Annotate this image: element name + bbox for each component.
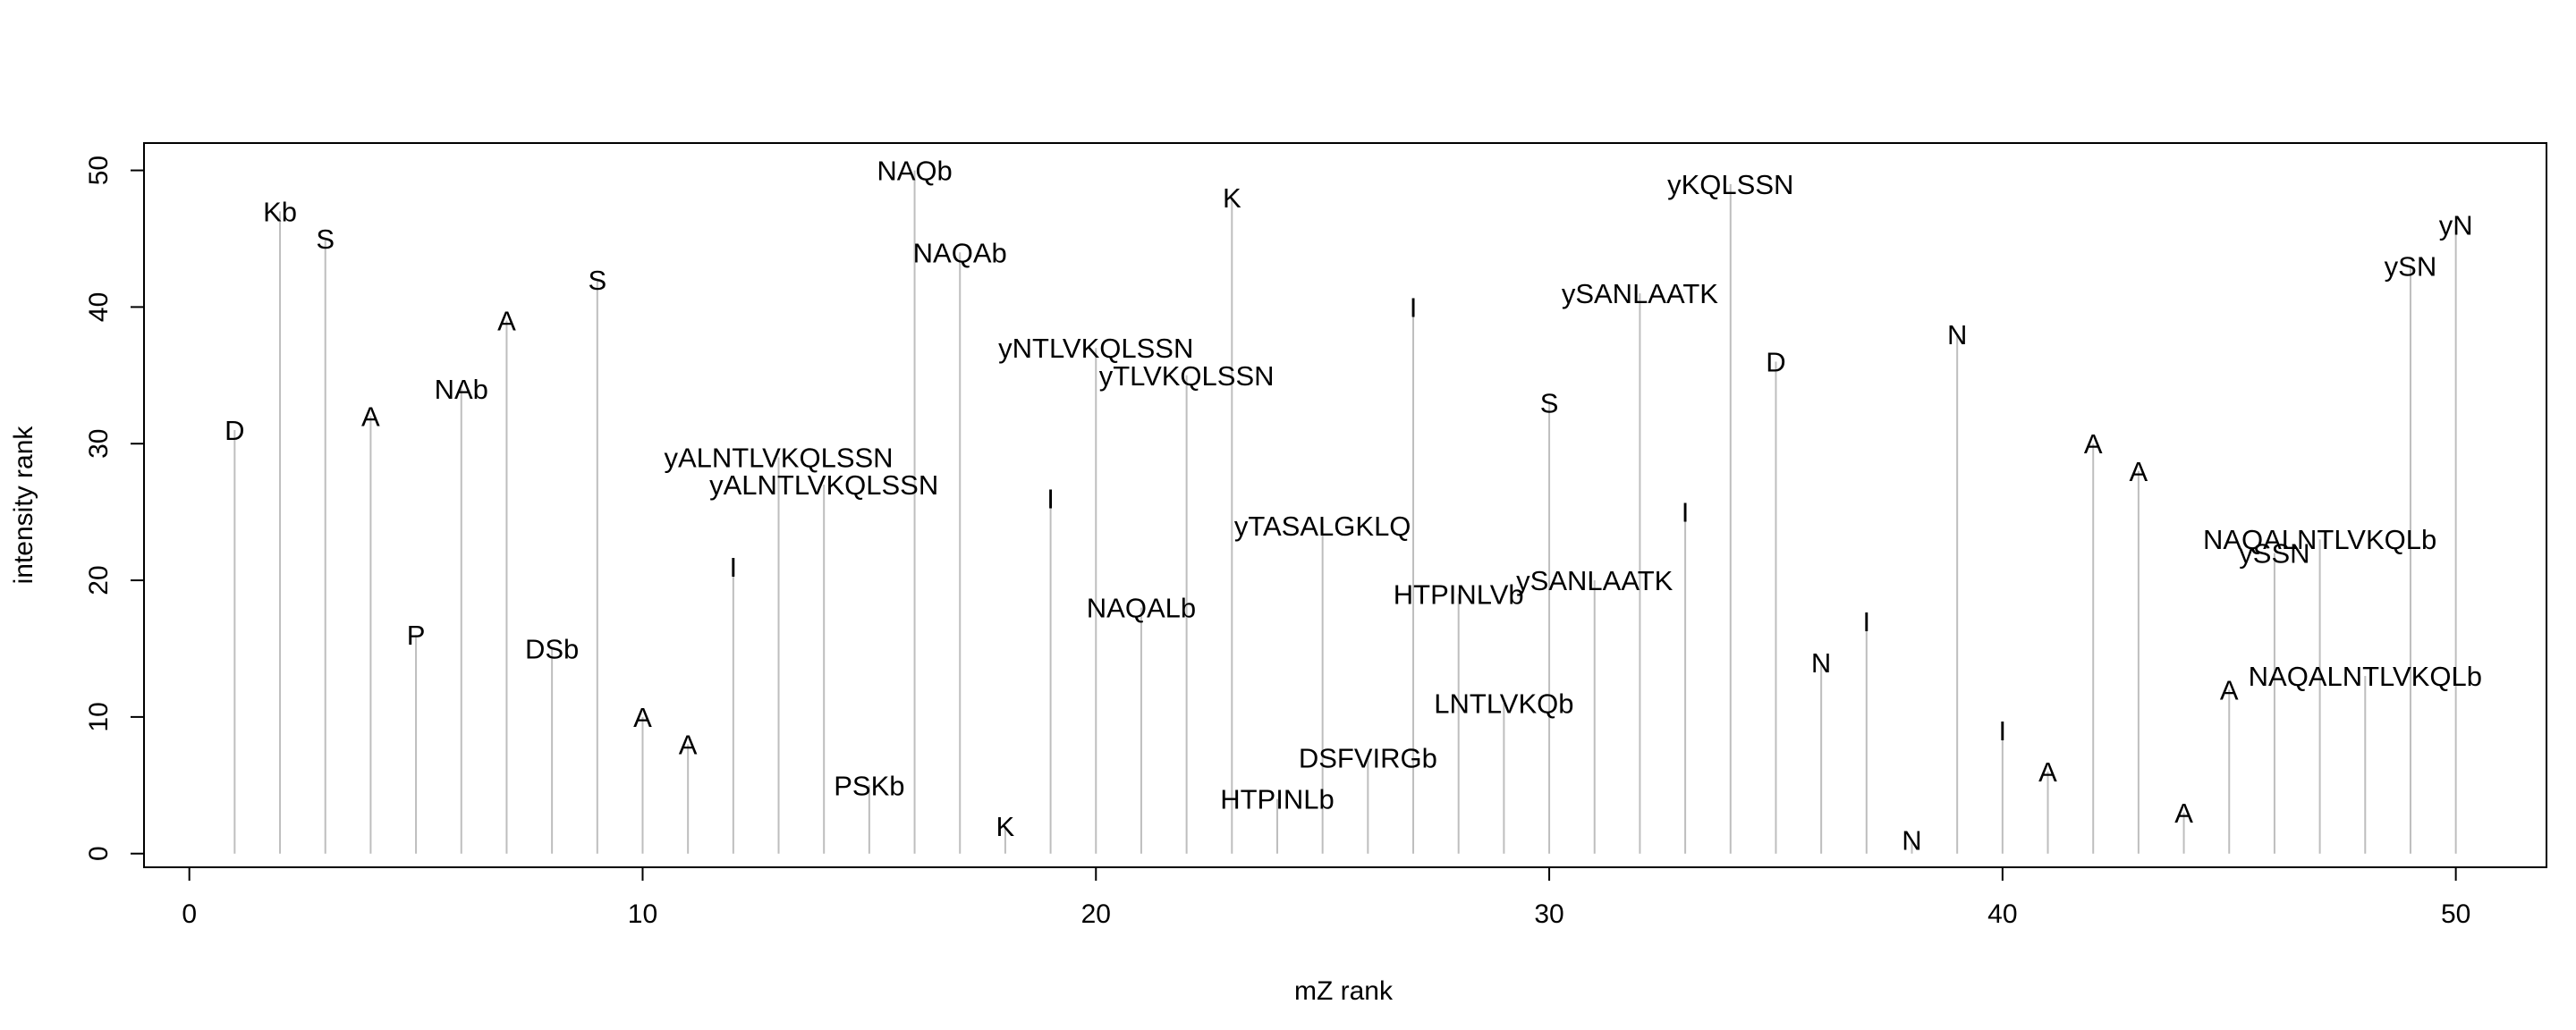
peak-label-16: NAQb [877, 156, 952, 187]
peak-label-40: I [1999, 715, 2007, 747]
peak-label-45: A [2220, 674, 2239, 705]
y-axis-title: intensity rank [9, 426, 38, 585]
peak-labels-layer: DKbSAPNAbADSbSAAIyALNTLVKQLSSNyALNTLVKQL… [225, 156, 2482, 857]
peak-label-1: D [225, 415, 244, 446]
peak-label-26: DSFVIRGb [1299, 743, 1437, 774]
peak-label-37: I [1862, 606, 1870, 637]
x-tick-label-50: 50 [2441, 899, 2470, 929]
x-axis-title: mZ rank [1294, 976, 1394, 1006]
peak-label-4: A [361, 401, 380, 433]
peak-label-48: NAQALNTLVKQLb [2249, 661, 2482, 692]
peak-label-44: A [2174, 798, 2193, 829]
peak-label-33: I [1682, 497, 1690, 528]
peak-label-13: yALNTLVKQLSSN [664, 443, 893, 474]
peak-label-18: K [996, 811, 1015, 842]
peak-label-5: P [407, 620, 426, 651]
x-axis: 0 10 20 30 40 50 [182, 866, 2470, 929]
y-tick-label-10: 10 [84, 702, 114, 731]
peak-label-8: DSb [525, 633, 579, 664]
peak-label-6: NAb [435, 374, 488, 405]
peak-label-31: ySANLAATK [1516, 565, 1673, 596]
peak-label-23: K [1223, 182, 1241, 214]
peak-label-30: S [1540, 387, 1559, 418]
peak-label-34: yKQLSSN [1667, 169, 1793, 200]
x-tick-label-40: 40 [1987, 899, 2017, 929]
x-tick-label-20: 20 [1081, 899, 1111, 929]
peak-label-20: yNTLVKQLSSN [998, 333, 1193, 364]
peak-label-21: NAQALb [1087, 593, 1196, 624]
y-axis: 0 10 20 30 40 50 [84, 156, 145, 861]
y-tick-label-50: 50 [84, 156, 114, 185]
y-tick-label-0: 0 [84, 846, 114, 861]
peak-label-29: LNTLVKQb [1434, 688, 1573, 720]
peak-label-39: N [1947, 319, 1967, 350]
peak-label-14: yALNTLVKQLSSN [709, 469, 938, 501]
peak-label-28: HTPINLVb [1394, 578, 1524, 610]
peak-label-27: I [1410, 291, 1418, 323]
peak-label-41: A [2038, 756, 2057, 788]
peak-label-38: N [1902, 824, 1921, 856]
peak-label-35: D [1766, 347, 1785, 378]
peak-label-2: Kb [263, 196, 297, 227]
peak-label-19: I [1046, 483, 1055, 514]
peak-label-46: ySSN [2239, 537, 2309, 569]
y-tick-label-20: 20 [84, 565, 114, 595]
peak-label-49: ySN [2385, 251, 2437, 283]
peak-label-50: yN [2439, 210, 2473, 241]
x-tick-label-0: 0 [182, 899, 197, 929]
peak-label-43: A [2130, 456, 2148, 487]
peak-label-12: I [730, 552, 738, 583]
y-tick-label-30: 30 [84, 429, 114, 459]
y-tick-label-40: 40 [84, 292, 114, 322]
peak-label-42: A [2084, 428, 2103, 460]
peak-label-17: NAQAb [913, 237, 1007, 268]
peak-label-9: S [588, 265, 606, 296]
peak-label-7: A [497, 306, 516, 337]
peak-label-15: PSKb [834, 770, 904, 801]
peak-label-10: A [633, 702, 652, 733]
peak-label-22: yTLVKQLSSN [1099, 360, 1275, 392]
peak-label-24: HTPINLb [1220, 784, 1334, 815]
peak-label-32: ySANLAATK [1562, 278, 1718, 309]
peak-label-25: yTASALGKLQ [1234, 511, 1411, 542]
x-tick-label-10: 10 [628, 899, 657, 929]
peak-label-47: NAQALNTLVKQLb [2203, 524, 2436, 555]
peak-label-3: S [316, 224, 335, 255]
x-tick-label-30: 30 [1534, 899, 1563, 929]
stems-layer [233, 170, 2457, 854]
peak-label-11: A [679, 729, 698, 760]
peak-label-36: N [1811, 647, 1831, 679]
